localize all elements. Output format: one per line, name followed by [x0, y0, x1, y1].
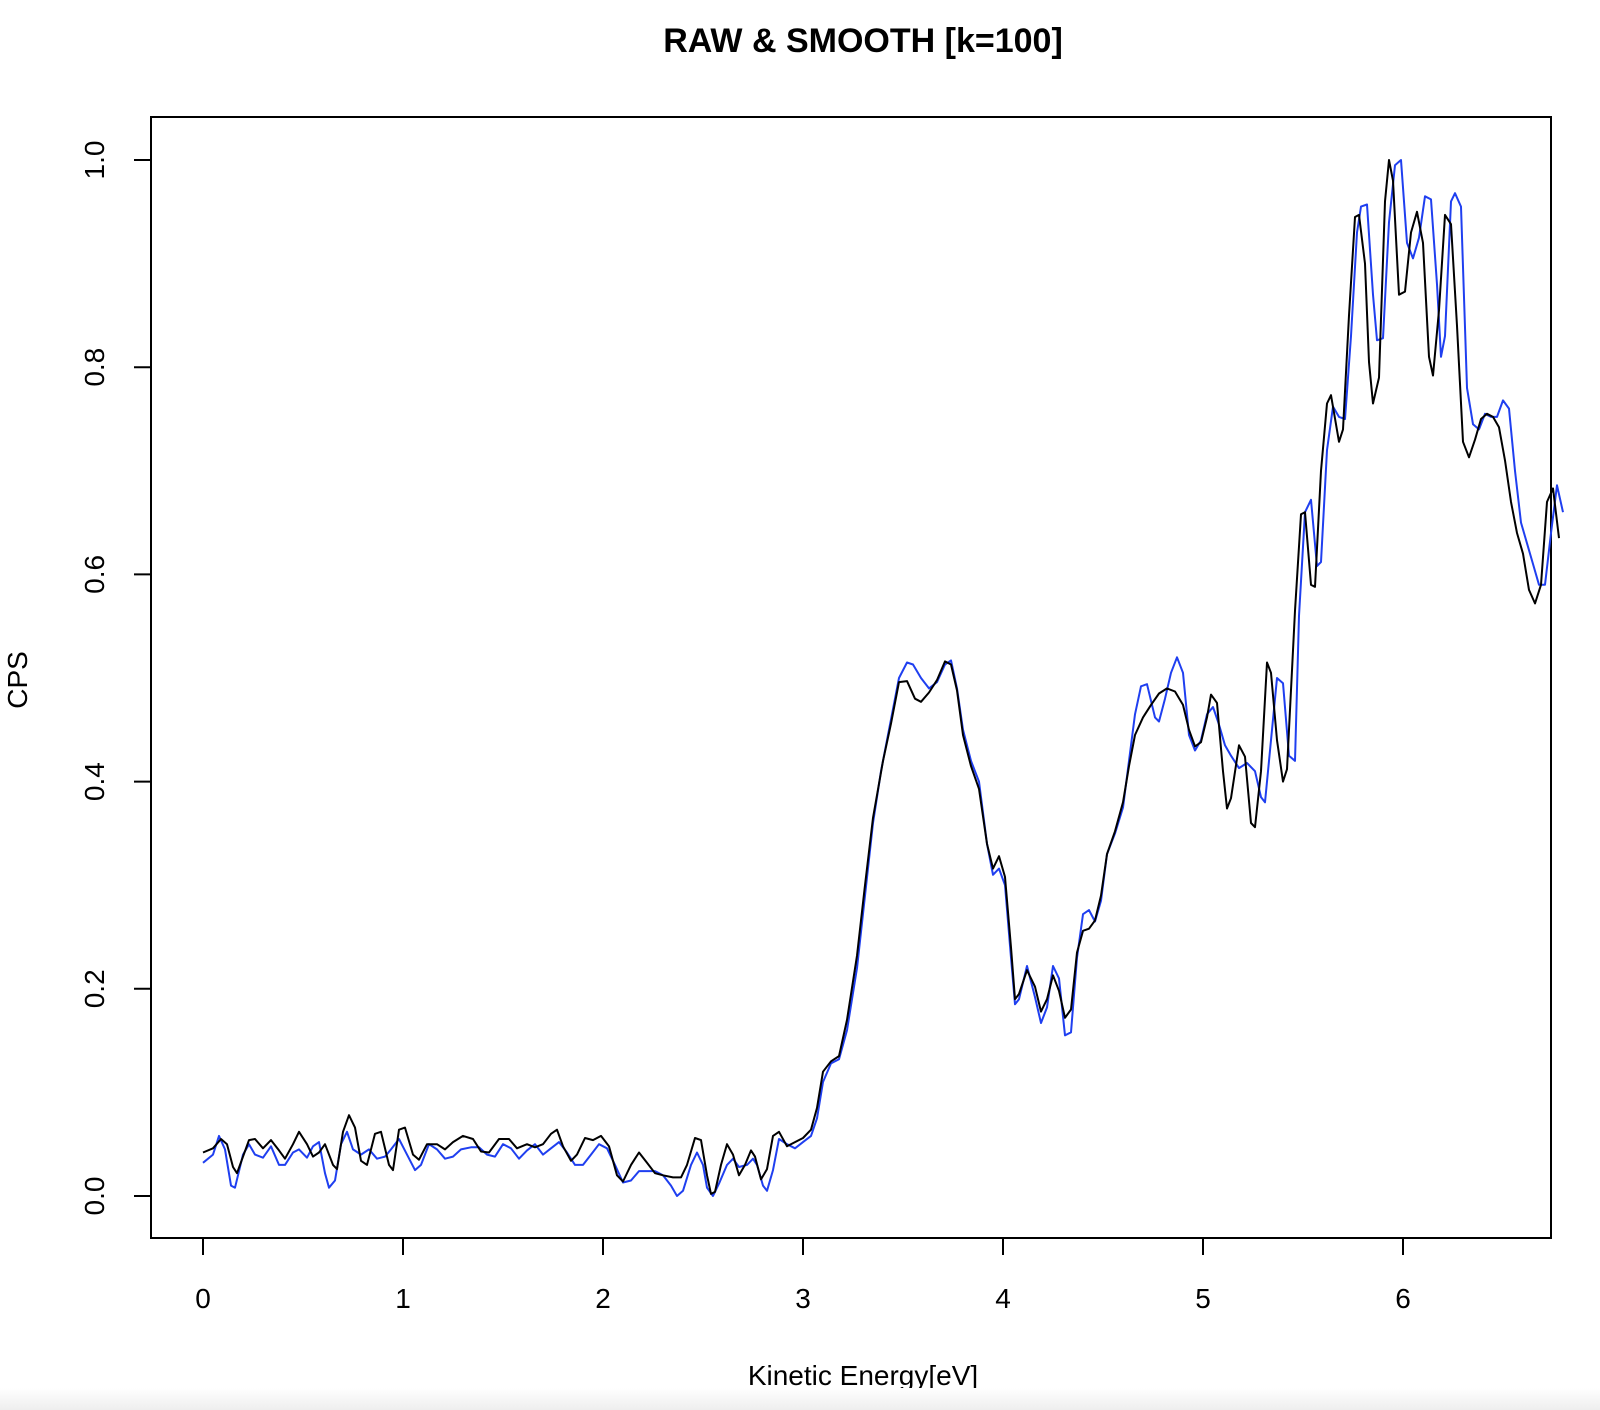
plot-frame [150, 116, 1552, 1239]
y-axis: 0.0 0.2 0.4 0.6 0.8 1.0 [79, 141, 152, 1216]
series-layer [202, 159, 1564, 1197]
x-axis: 0 1 2 3 4 5 6 [195, 1237, 1411, 1314]
series-line-black [202, 159, 1560, 1195]
x-axis-label: Kinetic Energy[eV] [748, 1360, 978, 1391]
x-tick-label: 2 [595, 1283, 611, 1314]
y-tick-label: 0.2 [79, 969, 110, 1008]
y-tick-label: 0.8 [79, 348, 110, 387]
x-tick-label: 6 [1395, 1283, 1411, 1314]
y-axis-label: CPS [2, 651, 33, 709]
x-tick-label: 5 [1195, 1283, 1211, 1314]
y-tick-label: 0.4 [79, 762, 110, 801]
x-tick-label: 3 [795, 1283, 811, 1314]
y-tick-label: 0.6 [79, 555, 110, 594]
chart-title: RAW & SMOOTH [k=100] [663, 22, 1063, 60]
y-tick-label: 0.0 [79, 1177, 110, 1216]
x-tick-label: 4 [995, 1283, 1011, 1314]
x-tick-label: 0 [195, 1283, 211, 1314]
x-tick-label: 1 [395, 1283, 411, 1314]
y-tick-label: 1.0 [79, 141, 110, 180]
series-line-blue [202, 159, 1564, 1197]
window-bottom-edge [0, 1388, 1600, 1410]
